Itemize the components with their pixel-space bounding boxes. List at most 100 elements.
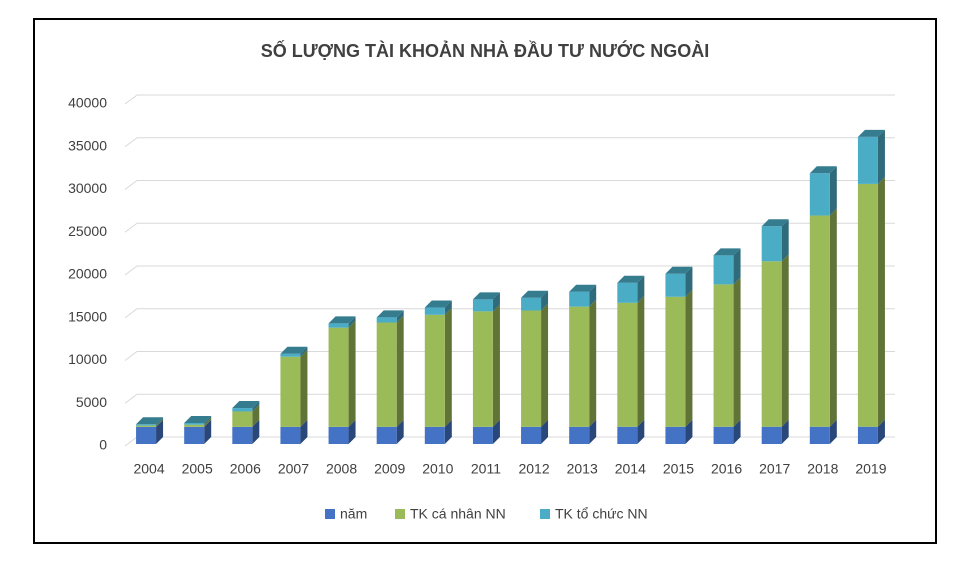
bar-segment xyxy=(569,306,590,427)
bar-segment xyxy=(809,215,830,427)
bar-side xyxy=(396,310,404,323)
bar-segment xyxy=(328,323,349,328)
bar-top xyxy=(184,416,212,424)
legend-label: TK tổ chức NN xyxy=(555,506,648,522)
bar-side xyxy=(541,419,549,444)
bar-side xyxy=(444,307,452,427)
bar-side xyxy=(156,419,164,444)
bar-side xyxy=(685,289,693,427)
bar-segment xyxy=(857,183,878,427)
bar-segment xyxy=(328,327,349,427)
bar-top xyxy=(617,275,645,283)
x-tick-label: 2016 xyxy=(711,461,742,477)
x-tick-label: 2012 xyxy=(518,461,549,477)
bar-top xyxy=(521,290,549,298)
bar-segment xyxy=(136,426,157,444)
y-tick-label: 15000 xyxy=(68,308,107,324)
y-tick-label: 5000 xyxy=(76,394,107,410)
bar-segment xyxy=(472,426,493,444)
y-tick-label: 10000 xyxy=(68,351,107,367)
bar-segment xyxy=(424,314,445,427)
bar-side xyxy=(300,419,308,444)
bar-side xyxy=(781,254,789,427)
bar-side xyxy=(541,290,549,311)
y-tick-label: 25000 xyxy=(68,223,107,239)
bar-side xyxy=(589,419,597,444)
bar-top xyxy=(136,417,164,425)
bar-top xyxy=(809,166,837,174)
bar-side xyxy=(348,419,356,444)
legend-label: TK cá nhân NN xyxy=(410,506,506,522)
bar-side xyxy=(781,219,789,262)
bar-side xyxy=(396,419,404,444)
x-tick-label: 2006 xyxy=(230,461,261,477)
bar-segment xyxy=(713,255,734,285)
bar-segment xyxy=(136,424,157,426)
bar-side xyxy=(252,404,260,427)
legend-swatch xyxy=(395,509,405,519)
legend-swatch xyxy=(325,509,335,519)
x-tick-label: 2008 xyxy=(326,461,357,477)
bar-segment xyxy=(761,226,782,262)
x-tick-label: 2017 xyxy=(759,461,790,477)
bar-segment xyxy=(521,297,542,311)
bar-segment xyxy=(857,426,878,444)
x-tick-label: 2010 xyxy=(422,461,453,477)
bar-side xyxy=(300,349,308,427)
bar-side xyxy=(300,346,308,357)
bar-segment xyxy=(569,426,590,444)
bar-top xyxy=(713,248,741,256)
bar-segment xyxy=(617,302,638,427)
y-tick-label: 40000 xyxy=(68,95,107,111)
chart-title: SỐ LƯỢNG TÀI KHOẢN NHÀ ĐẦU TƯ NƯỚC NGOÀI xyxy=(261,40,710,61)
bar-side xyxy=(541,303,549,427)
bar-top xyxy=(280,346,308,354)
grid-line xyxy=(124,222,895,233)
legend-label: năm xyxy=(340,506,367,522)
bar-segment xyxy=(184,424,205,427)
grid-line xyxy=(124,94,895,105)
bar-side xyxy=(637,275,645,303)
y-tick-label: 20000 xyxy=(68,266,107,282)
bar-side xyxy=(877,129,885,184)
bar-segment xyxy=(665,273,686,297)
bar-side xyxy=(781,419,789,444)
bar-segment xyxy=(761,261,782,427)
bar-segment xyxy=(761,426,782,444)
bar-segment xyxy=(617,282,638,303)
bar-side xyxy=(829,166,837,216)
bar-side xyxy=(685,266,693,297)
bar-segment xyxy=(569,291,590,307)
bar-side xyxy=(589,284,597,307)
bar-side xyxy=(637,419,645,444)
bar-segment xyxy=(424,426,445,444)
bar-side xyxy=(589,299,597,427)
bar-top xyxy=(328,316,356,324)
bar-segment xyxy=(521,426,542,444)
bar-side xyxy=(204,416,212,425)
bar-segment xyxy=(232,426,253,444)
bar-side xyxy=(733,277,741,427)
bar-side xyxy=(685,419,693,444)
bar-segment xyxy=(184,426,205,444)
bar-top xyxy=(569,284,597,292)
bar-segment xyxy=(665,426,686,444)
bar-side xyxy=(204,419,212,444)
bar-side xyxy=(492,419,500,444)
x-tick-label: 2014 xyxy=(615,461,646,477)
bar-side xyxy=(637,295,645,427)
bar-side xyxy=(829,419,837,444)
x-tick-label: 2019 xyxy=(855,461,886,477)
x-tick-label: 2004 xyxy=(133,461,164,477)
bar-segment xyxy=(184,423,205,425)
bar-segment xyxy=(280,356,301,427)
bar-side xyxy=(877,419,885,444)
bar-segment xyxy=(280,426,301,444)
bar-segment xyxy=(376,317,397,323)
bar-side xyxy=(252,401,260,412)
x-tick-label: 2011 xyxy=(471,461,501,477)
legend-swatch xyxy=(540,509,550,519)
bar-segment xyxy=(521,310,542,427)
